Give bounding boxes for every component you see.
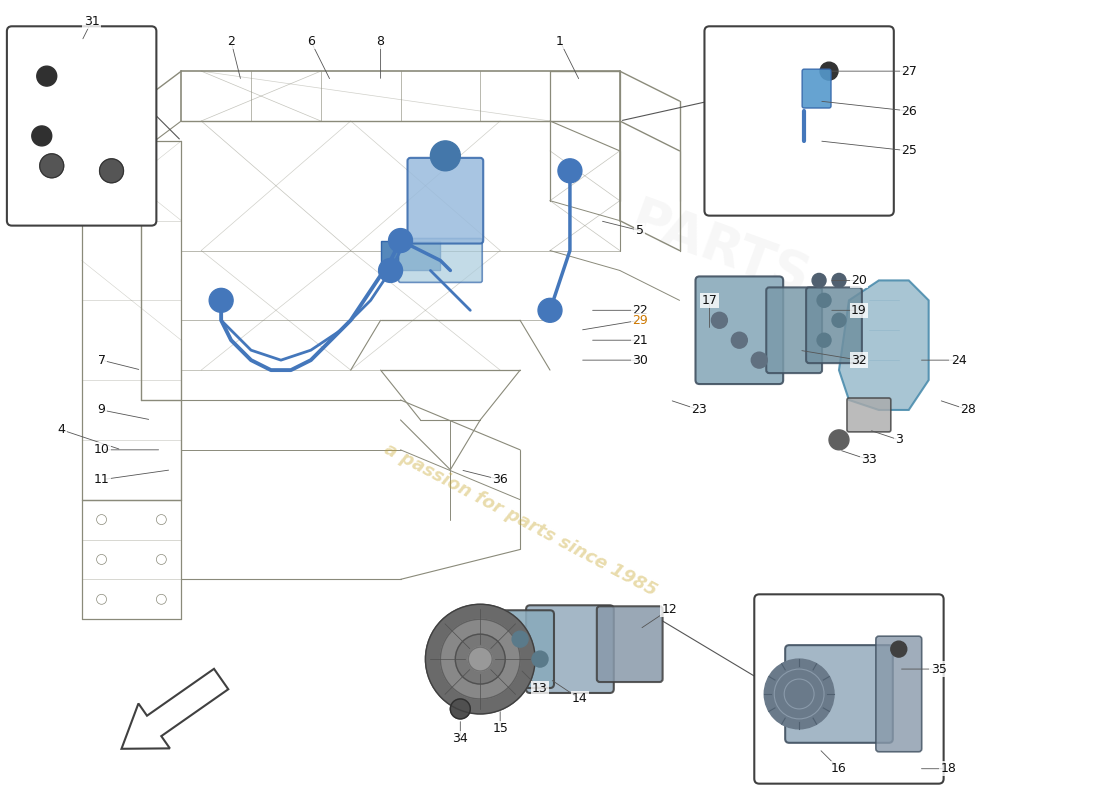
Text: 24: 24	[950, 354, 967, 366]
Text: 28: 28	[960, 403, 977, 417]
Text: 2: 2	[228, 34, 235, 48]
Circle shape	[100, 159, 123, 182]
Text: 25: 25	[901, 144, 916, 158]
Text: 20: 20	[851, 274, 867, 287]
Circle shape	[764, 659, 834, 729]
Circle shape	[832, 274, 846, 287]
Text: 33: 33	[861, 454, 877, 466]
Circle shape	[36, 66, 57, 86]
Text: 15: 15	[492, 722, 508, 735]
Text: 5: 5	[636, 224, 644, 237]
Circle shape	[532, 651, 548, 667]
Text: 6: 6	[307, 34, 315, 48]
Text: 8: 8	[376, 34, 385, 48]
Text: 14: 14	[572, 693, 587, 706]
Text: 18: 18	[940, 762, 957, 775]
Circle shape	[469, 647, 492, 671]
Text: 12: 12	[662, 602, 678, 616]
Circle shape	[32, 126, 52, 146]
FancyBboxPatch shape	[695, 277, 783, 384]
FancyBboxPatch shape	[398, 238, 482, 282]
Text: 3: 3	[894, 434, 903, 446]
FancyBboxPatch shape	[496, 610, 554, 688]
FancyBboxPatch shape	[785, 645, 893, 743]
Circle shape	[378, 258, 403, 282]
Text: 10: 10	[94, 443, 110, 456]
Text: 4: 4	[58, 423, 66, 436]
Text: 17: 17	[702, 294, 717, 307]
Text: 1: 1	[556, 34, 564, 48]
FancyBboxPatch shape	[806, 287, 862, 363]
Text: 30: 30	[631, 354, 648, 366]
Text: 27: 27	[901, 65, 916, 78]
Circle shape	[812, 274, 826, 287]
Circle shape	[450, 699, 471, 719]
Circle shape	[40, 154, 64, 178]
Text: 23: 23	[692, 403, 707, 417]
Polygon shape	[839, 281, 928, 410]
Text: 9: 9	[98, 403, 106, 417]
Text: 36: 36	[493, 474, 508, 486]
Circle shape	[558, 159, 582, 182]
FancyBboxPatch shape	[597, 606, 662, 682]
FancyBboxPatch shape	[704, 26, 894, 216]
Circle shape	[388, 229, 412, 253]
Circle shape	[817, 334, 830, 347]
Text: 35: 35	[931, 662, 947, 675]
FancyBboxPatch shape	[407, 158, 483, 243]
FancyBboxPatch shape	[526, 606, 614, 693]
Circle shape	[430, 141, 460, 170]
Text: a passion for parts since 1985: a passion for parts since 1985	[381, 440, 660, 599]
Circle shape	[891, 641, 906, 657]
FancyArrow shape	[381, 241, 440, 270]
FancyArrow shape	[121, 669, 229, 749]
Circle shape	[455, 634, 505, 684]
Text: 13: 13	[532, 682, 548, 695]
Text: 32: 32	[851, 354, 867, 366]
Circle shape	[829, 430, 849, 450]
FancyBboxPatch shape	[802, 69, 830, 108]
Circle shape	[732, 332, 747, 348]
Circle shape	[513, 631, 528, 647]
Circle shape	[209, 288, 233, 312]
Text: 29: 29	[631, 314, 648, 326]
FancyBboxPatch shape	[7, 26, 156, 226]
Text: 7: 7	[98, 354, 106, 366]
Text: 19: 19	[851, 304, 867, 317]
FancyBboxPatch shape	[876, 636, 922, 752]
Circle shape	[538, 298, 562, 322]
Circle shape	[832, 314, 846, 327]
FancyBboxPatch shape	[755, 594, 944, 784]
Text: 22: 22	[631, 304, 648, 317]
Circle shape	[817, 294, 830, 307]
Text: 16: 16	[832, 762, 847, 775]
Circle shape	[426, 604, 535, 714]
Text: 31: 31	[84, 15, 99, 28]
Text: 34: 34	[452, 732, 469, 746]
Text: 21: 21	[631, 334, 648, 346]
Circle shape	[712, 312, 727, 328]
Circle shape	[440, 619, 520, 699]
Text: PARTS: PARTS	[623, 194, 816, 307]
Circle shape	[751, 352, 767, 368]
Text: 11: 11	[94, 474, 109, 486]
FancyBboxPatch shape	[767, 287, 822, 373]
Circle shape	[821, 62, 838, 80]
Text: 26: 26	[901, 105, 916, 118]
FancyBboxPatch shape	[847, 398, 891, 432]
